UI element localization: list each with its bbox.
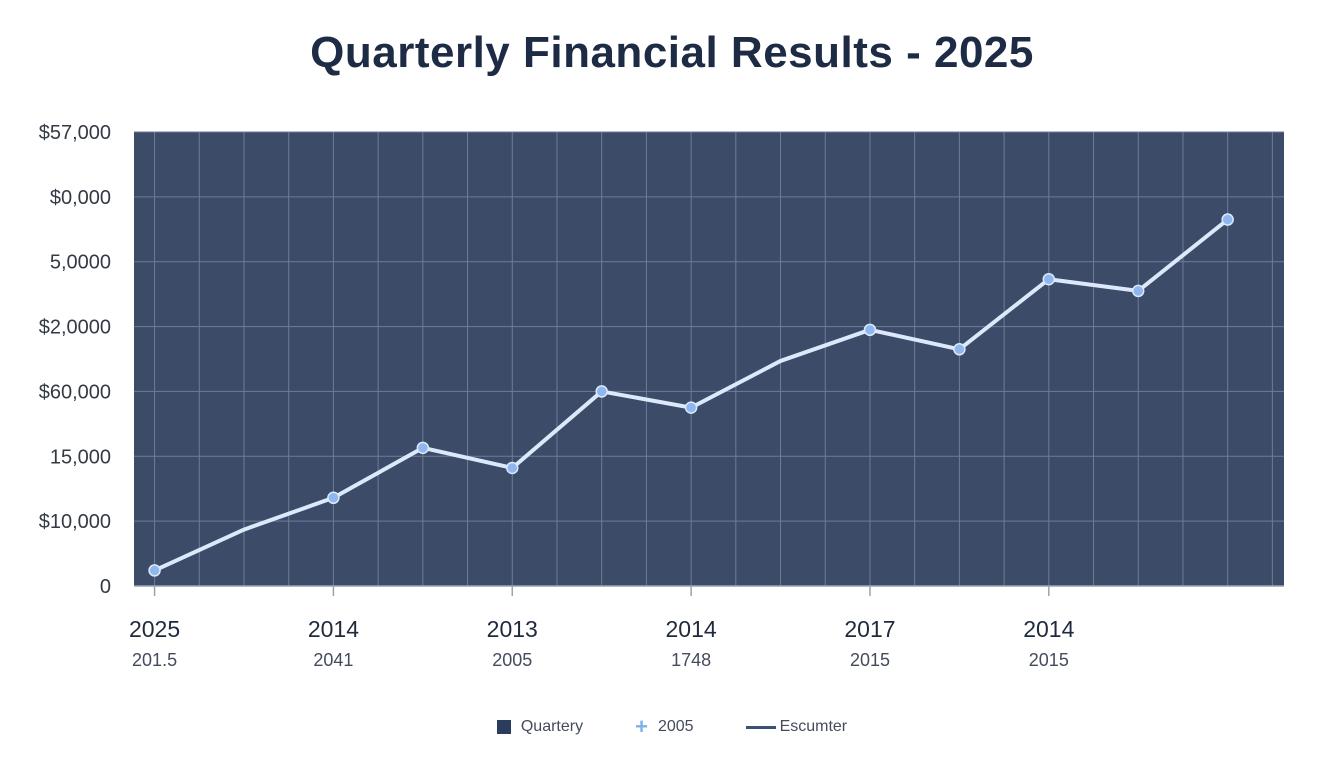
y-tick-label: $57,000 <box>39 122 111 144</box>
data-point <box>863 323 877 337</box>
y-tick-label: $60,000 <box>39 381 111 403</box>
data-point <box>506 461 519 475</box>
x-tick-label: 2025 <box>129 616 180 642</box>
x-tick-sublabel: 201.5 <box>132 650 177 670</box>
x-tick-sublabel: 2015 <box>1029 650 1069 670</box>
y-tick-label: $0,000 <box>50 187 111 209</box>
legend-label: Escumter <box>779 718 848 735</box>
chart-title: Quarterly Financial Results - 2025 <box>310 28 1034 77</box>
horizontal-gridlines <box>134 131 1284 522</box>
data-point <box>327 491 340 505</box>
x-tick-sublabel: 2005 <box>492 650 532 670</box>
y-tick-label: $10,000 <box>39 511 111 533</box>
data-point <box>1131 284 1145 298</box>
legend-label: 2005 <box>657 718 694 735</box>
legend-item: Quartery <box>496 718 584 736</box>
x-tick-label: 2013 <box>487 616 538 642</box>
legend-line-icon <box>745 725 776 729</box>
y-tick-label: 15,000 <box>50 446 111 468</box>
x-tick-sublabel: 1748 <box>671 650 711 670</box>
x-tick-sublabel: 2041 <box>313 650 353 670</box>
x-axis-tick-labels: 2025 201.5 2014 2041 2013 2005 2014 1748 2017 201… <box>129 616 1075 670</box>
data-point <box>953 343 966 356</box>
legend-item: Escumter <box>745 718 848 736</box>
y-tick-label: 0 <box>100 576 111 598</box>
plot-area <box>134 132 1284 586</box>
y-tick-label: $2,0000 <box>39 317 111 339</box>
x-tick-label: 2017 <box>844 616 895 642</box>
x-tick-sublabel: 2015 <box>850 650 890 670</box>
data-point <box>1042 272 1056 286</box>
y-tick-label: 5,0000 <box>50 252 111 274</box>
data-point <box>684 401 698 414</box>
data-point <box>595 385 608 398</box>
legend-plus-icon: + <box>635 714 648 739</box>
legend-item: + 2005 <box>635 714 694 739</box>
legend: Quartery + 2005 Escumter <box>0 716 1344 738</box>
legend-label: Quartery <box>520 718 584 735</box>
x-axis-ticks <box>153 586 1050 596</box>
y-axis-tick-labels: 0 $10,000 15,000 $60,000 $2,0000 5,0000 $0,000… <box>39 122 111 598</box>
x-tick-label: 2014 <box>666 616 717 642</box>
x-tick-label: 2014 <box>308 616 359 642</box>
data-point <box>416 441 430 455</box>
data-point <box>1221 213 1234 226</box>
data-point <box>148 564 161 577</box>
series-group <box>148 213 1234 577</box>
legend-square-icon <box>496 720 511 734</box>
x-tick-label: 2014 <box>1023 616 1074 642</box>
